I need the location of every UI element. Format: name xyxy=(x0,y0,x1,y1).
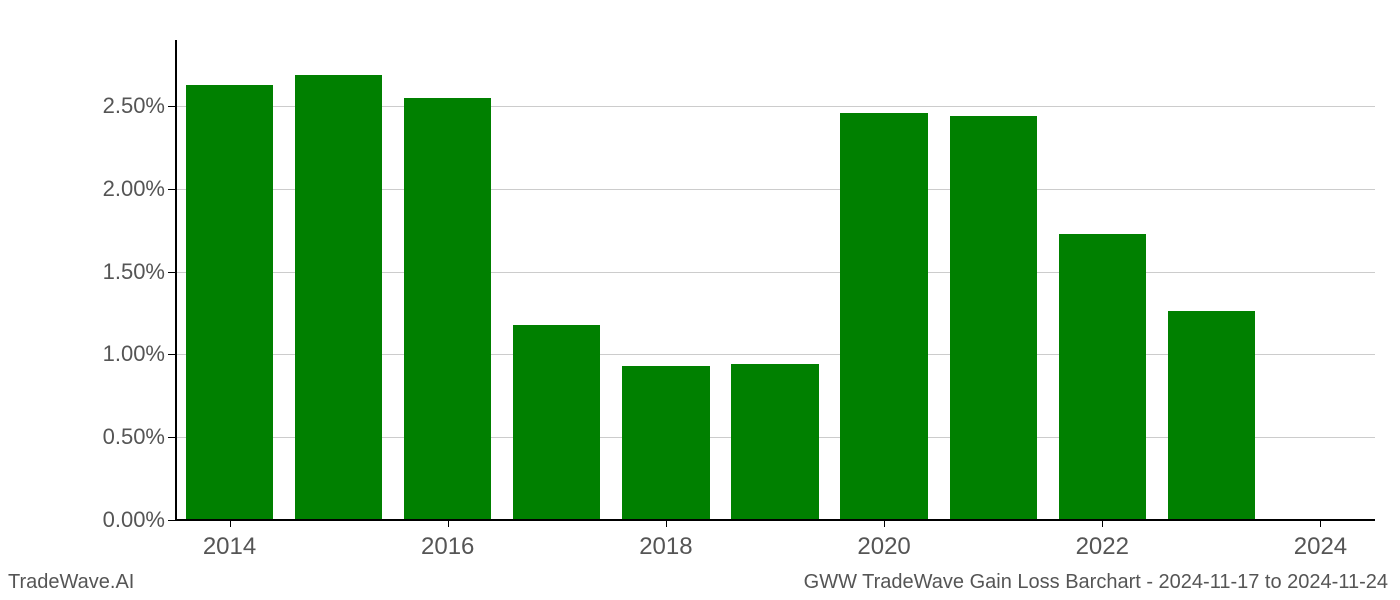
y-tick-label: 2.50% xyxy=(75,93,165,119)
bar-2020 xyxy=(840,113,927,520)
y-tick-mark xyxy=(168,437,175,438)
bar-2017 xyxy=(513,325,600,520)
y-tick-label: 0.50% xyxy=(75,424,165,450)
footer-right-text: GWW TradeWave Gain Loss Barchart - 2024-… xyxy=(804,571,1388,594)
x-tick-mark xyxy=(1102,520,1103,527)
x-tick-label: 2014 xyxy=(180,533,280,561)
y-axis-line xyxy=(175,40,177,520)
x-tick-label: 2024 xyxy=(1270,533,1370,561)
x-tick-mark xyxy=(884,520,885,527)
x-tick-mark xyxy=(230,520,231,527)
y-tick-label: 2.00% xyxy=(75,176,165,202)
bar-2018 xyxy=(622,366,709,520)
y-tick-label: 1.00% xyxy=(75,341,165,367)
x-tick-mark xyxy=(448,520,449,527)
bar-2015 xyxy=(295,75,382,520)
x-tick-mark xyxy=(666,520,667,527)
x-tick-label: 2016 xyxy=(398,533,498,561)
footer-left-text: TradeWave.AI xyxy=(8,571,134,594)
x-axis-line xyxy=(175,519,1375,521)
x-tick-label: 2020 xyxy=(834,533,934,561)
x-tick-label: 2022 xyxy=(1052,533,1152,561)
bar-2021 xyxy=(950,116,1037,520)
y-tick-label: 0.00% xyxy=(75,507,165,533)
bar-2016 xyxy=(404,98,491,520)
x-tick-label: 2018 xyxy=(616,533,716,561)
bar-2014 xyxy=(186,85,273,520)
y-tick-mark xyxy=(168,272,175,273)
bar-2019 xyxy=(731,364,818,520)
bar-2022 xyxy=(1059,234,1146,520)
y-tick-mark xyxy=(168,106,175,107)
bar-2023 xyxy=(1168,311,1255,520)
chart-container: 0.00% 0.50% 1.00% 1.50% 2.00% 2.50% 2014 2016 20… xyxy=(0,0,1400,600)
y-tick-mark xyxy=(168,354,175,355)
x-tick-mark xyxy=(1320,520,1321,527)
plot-area: 0.00%0.50%1.00%1.50%2.00%2.50%2014201620… xyxy=(175,40,1375,520)
y-tick-mark xyxy=(168,520,175,521)
y-tick-mark xyxy=(168,189,175,190)
y-tick-label: 1.50% xyxy=(75,259,165,285)
